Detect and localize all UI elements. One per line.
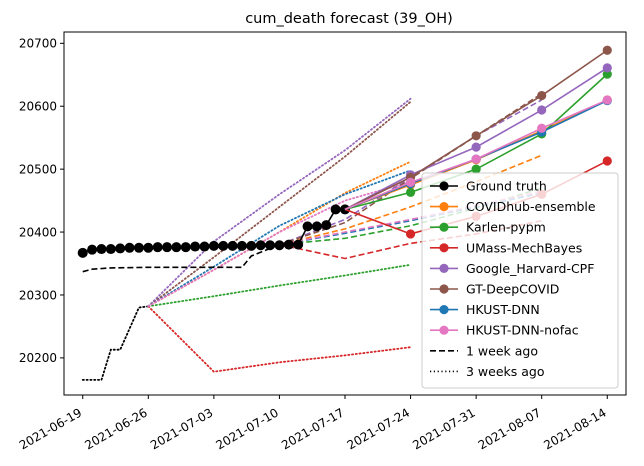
- legend-marker-gt-deepcovid: [439, 284, 449, 294]
- legend-box: [421, 172, 619, 389]
- x-tick-label: 2021-07-24: [345, 405, 412, 452]
- series-line-3-weeks-ago-ground-truth: [81, 305, 150, 381]
- y-tick-label: 20500: [19, 162, 57, 176]
- ground-truth-point: [87, 244, 98, 255]
- legend-label-hkust-dnn-nofac: HKUST-DNN-nofac: [466, 323, 579, 338]
- legend-label-umass-mechbayes: UMass-MechBayes: [466, 240, 582, 255]
- legend-marker-google-harvard-cpf: [439, 263, 449, 273]
- ground-truth-point: [274, 240, 285, 251]
- point-hkust-dnn-nofac: [537, 123, 547, 133]
- ground-truth-point: [180, 242, 191, 253]
- ground-truth-point: [77, 247, 88, 258]
- series-line-1-week-ago-ground-truth: [82, 243, 280, 273]
- y-tick-label: 20600: [19, 100, 57, 114]
- point-google-harvard-cpf: [602, 63, 612, 73]
- series-line-3-weeks-ago-hkust-dnn-nofac: [147, 180, 412, 308]
- series-line-3-weeks-ago-hkust-dnn: [147, 169, 412, 308]
- x-tick-label: 2021-06-19: [17, 405, 84, 452]
- chart-title: cum_death forecast (39_OH): [245, 11, 453, 27]
- x-tick-label: 2021-08-14: [541, 405, 608, 452]
- legend: Ground truth COVIDhub-ensemble Karlen-pypm…: [421, 172, 619, 389]
- legend-marker-hkust-dnn-nofac: [439, 325, 449, 335]
- legend-marker-karlen-pypm: [439, 222, 449, 232]
- point-gt-deepcovid: [537, 90, 547, 101]
- ground-truth-point: [133, 242, 144, 253]
- ground-truth-point: [246, 240, 257, 251]
- legend-marker-umass-mechbayes: [439, 243, 449, 253]
- ground-truth-point: [199, 241, 210, 252]
- legend-marker-hkust-dnn: [439, 305, 449, 315]
- x-tick-label: 2021-07-31: [410, 405, 477, 452]
- point-hkust-dnn-nofac: [405, 177, 416, 187]
- legend-label-google-harvard-cpf: Google_Harvard-CPF: [466, 261, 594, 276]
- legend-marker-covidhub-ensemble: [439, 202, 449, 212]
- ground-truth-point: [171, 242, 182, 253]
- ground-truth-point: [265, 240, 276, 251]
- ground-truth-point: [330, 204, 341, 215]
- y-tick-label: 20200: [19, 351, 57, 365]
- ground-truth-point: [321, 220, 332, 231]
- ground-truth-point: [115, 243, 126, 254]
- legend-label-1-week-ago: 1 week ago: [466, 343, 538, 358]
- series-line-3-weeks-ago-karlen-pypm: [147, 263, 412, 308]
- series-line-3-weeks-ago-umass-mechbayes: [147, 305, 412, 373]
- ground-truth-point: [255, 240, 266, 251]
- x-tick-label: 2021-07-10: [214, 405, 281, 452]
- series-line-3-weeks-ago-google-harvard-cpf: [147, 97, 412, 308]
- ground-truth-point: [236, 240, 247, 251]
- legend-label-hkust-dnn: HKUST-DNN: [466, 302, 540, 317]
- legend-label-covidhub-ensemble: COVIDhub-ensemble: [466, 199, 596, 214]
- point-google-harvard-cpf: [537, 105, 547, 115]
- legend-label-ground-truth: Ground truth: [466, 179, 547, 194]
- ground-truth-point: [105, 244, 116, 255]
- ground-truth-point: [190, 241, 201, 252]
- y-tick-label: 20300: [19, 288, 57, 302]
- point-gt-deepcovid: [471, 131, 481, 141]
- ground-truth-point: [152, 242, 163, 253]
- x-tick-label: 2021-08-07: [476, 405, 543, 452]
- x-tick-label: 2021-07-17: [279, 405, 346, 452]
- x-tick-label: 2021-07-03: [148, 405, 215, 452]
- legend-label-gt-deepcovid: GT-DeepCOVID: [466, 282, 559, 297]
- point-google-harvard-cpf: [471, 142, 481, 152]
- legend-label-karlen-pypm: Karlen-pypm: [466, 220, 546, 235]
- ground-truth-point: [283, 239, 294, 250]
- ground-truth-point: [227, 240, 238, 251]
- y-tick-label: 20400: [19, 225, 57, 239]
- ground-truth-point: [96, 244, 107, 255]
- ground-truth-point: [293, 239, 304, 250]
- y-tick-label: 20700: [19, 37, 57, 51]
- point-hkust-dnn-nofac: [471, 154, 481, 164]
- point-hkust-dnn-nofac: [602, 95, 612, 105]
- legend-label-3-weeks-ago: 3 weeks ago: [466, 364, 545, 379]
- ground-truth-point: [311, 221, 322, 232]
- point-umass-mechbayes: [405, 229, 416, 239]
- point-karlen-pypm: [471, 164, 481, 174]
- ground-truth-point: [208, 240, 219, 251]
- ground-truth-point: [143, 242, 154, 253]
- legend-marker-ground-truth: [439, 181, 449, 191]
- point-umass-mechbayes: [602, 156, 612, 166]
- ground-truth-point: [302, 221, 313, 232]
- series-line-3-weeks-ago-gt-deepcovid: [147, 100, 412, 308]
- ground-truth-point: [218, 240, 229, 251]
- ground-truth-point: [162, 242, 173, 253]
- point-karlen-pypm: [602, 69, 612, 79]
- ground-truth-point: [124, 242, 135, 253]
- point-karlen-pypm: [405, 187, 416, 198]
- point-gt-deepcovid: [602, 45, 612, 55]
- x-tick-label: 2021-06-26: [82, 405, 149, 452]
